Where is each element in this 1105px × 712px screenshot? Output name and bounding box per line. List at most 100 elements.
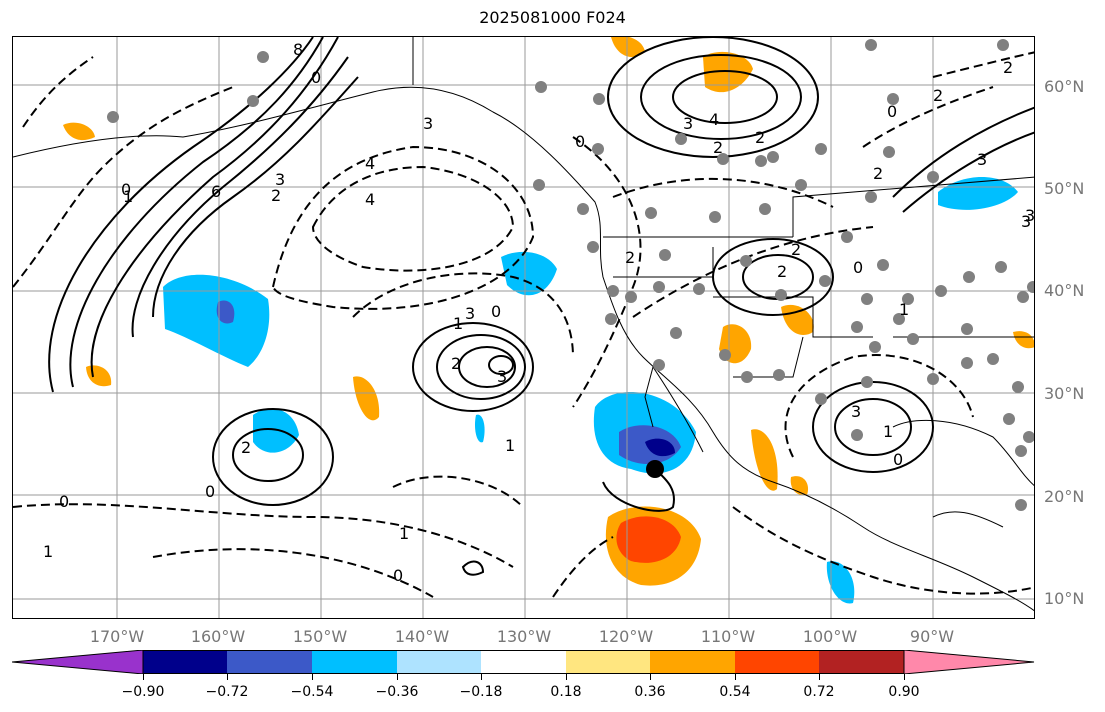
contour-label: 3 bbox=[1021, 212, 1031, 231]
contour-label: 3 bbox=[851, 402, 861, 421]
contour-label: 0 bbox=[205, 482, 215, 501]
contour-label: 2 bbox=[625, 248, 635, 267]
contour-label: 2 bbox=[873, 164, 883, 183]
contour-label: 1 bbox=[899, 300, 909, 319]
lon-label-140w: 140°W bbox=[394, 627, 450, 646]
colorbar-segment bbox=[12, 650, 144, 674]
contour-label: 0 bbox=[311, 68, 321, 87]
contour-label: 3 bbox=[1025, 206, 1035, 225]
colorbar-segment bbox=[312, 650, 397, 674]
station-points bbox=[107, 39, 1034, 511]
contour-label: 1 bbox=[453, 314, 463, 333]
contour-label: 2 bbox=[791, 240, 801, 259]
colorbar-tick-mark bbox=[566, 674, 567, 680]
colorbar-tick-label: 0.18 bbox=[550, 684, 582, 700]
colorbar-segment bbox=[735, 650, 819, 674]
contour-label: 8 bbox=[293, 40, 303, 59]
lon-label-160w: 160°W bbox=[190, 627, 246, 646]
contour-label: 3 bbox=[977, 150, 987, 169]
colorbar-tick-label: 0.90 bbox=[888, 684, 920, 700]
contour-label: 3 bbox=[423, 114, 433, 133]
colorbar-segment bbox=[481, 650, 566, 674]
contour-label: 0 bbox=[575, 132, 585, 151]
colorbar-tick-mark bbox=[650, 674, 651, 680]
contour-labels: 8 0 3 2 4 6 1 0 3 3 0 4 4 3 2 2 2 3 0 2 … bbox=[43, 40, 1035, 585]
contour-label: 2 bbox=[713, 138, 723, 157]
colorbar-tick-label: 0.36 bbox=[634, 684, 666, 700]
colorbar-tick-mark bbox=[312, 674, 313, 680]
colorbar-segment bbox=[650, 650, 735, 674]
contour-label: 3 bbox=[465, 304, 475, 323]
contour-label: 4 bbox=[365, 154, 375, 173]
contour-label: 1 bbox=[883, 422, 893, 441]
lon-label-100w: 100°W bbox=[802, 627, 858, 646]
colorbar-segment bbox=[903, 650, 1035, 674]
colorbar-tick-label: 0.72 bbox=[803, 684, 835, 700]
lat-label-50n: 50°N bbox=[1044, 179, 1085, 198]
contour-label: 0 bbox=[59, 492, 69, 511]
colorbar-segment bbox=[227, 650, 312, 674]
colorbar-tick-label: −0.72 bbox=[205, 684, 249, 700]
colorbar-tick-mark bbox=[735, 674, 736, 680]
contour-label: 1 bbox=[43, 542, 53, 561]
lat-label-30n: 30°N bbox=[1044, 384, 1085, 403]
lon-label-170w: 170°W bbox=[89, 627, 145, 646]
contour-label: 4 bbox=[365, 190, 375, 209]
contour-label: 2 bbox=[451, 354, 461, 373]
shaded-anomalies bbox=[63, 37, 1034, 604]
colorbar-tick-label: −0.90 bbox=[121, 684, 165, 700]
contour-label: 2 bbox=[1003, 58, 1013, 77]
dashed-contours bbox=[13, 51, 1034, 598]
contour-label: 6 bbox=[211, 182, 221, 201]
colorbar-tick-mark bbox=[143, 674, 144, 680]
contour-label: 2 bbox=[271, 186, 281, 205]
lat-label-10n: 10°N bbox=[1044, 589, 1085, 608]
contour-label: 1 bbox=[123, 187, 133, 206]
colorbar-segment bbox=[819, 650, 904, 674]
colorbar-tick-mark bbox=[227, 674, 228, 680]
contour-label: 3 bbox=[275, 170, 285, 189]
contour-label: 0 bbox=[853, 258, 863, 277]
colorbar-tick-label: −0.18 bbox=[459, 684, 503, 700]
lat-label-60n: 60°N bbox=[1044, 77, 1085, 96]
map-canvas: 8 0 3 2 4 6 1 0 3 3 0 4 4 3 2 2 2 3 0 2 … bbox=[13, 37, 1035, 618]
lat-label-40n: 40°N bbox=[1044, 281, 1085, 300]
contour-label: 0 bbox=[887, 102, 897, 121]
coastlines bbox=[13, 37, 1034, 612]
colorbar-tick-label: −0.54 bbox=[290, 684, 334, 700]
storm-marker bbox=[646, 460, 664, 478]
colorbar-tick-mark bbox=[819, 674, 820, 680]
map-title: 2025081000 F024 bbox=[479, 8, 626, 27]
contour-label: 1 bbox=[505, 436, 515, 455]
contour-label: 3 bbox=[683, 114, 693, 133]
contour-label: 0 bbox=[121, 180, 131, 199]
contour-label: 2 bbox=[933, 86, 943, 105]
solid-contours bbox=[48, 37, 1034, 576]
colorbar-tick-mark bbox=[904, 674, 905, 680]
lon-label-120w: 120°W bbox=[598, 627, 654, 646]
gridlines bbox=[13, 37, 1034, 618]
colorbar-tick-label: 0.54 bbox=[719, 684, 751, 700]
colorbar-tick-mark bbox=[397, 674, 398, 680]
contour-label: 1 bbox=[399, 524, 409, 543]
contour-label: 2 bbox=[755, 128, 765, 147]
lon-label-110w: 110°W bbox=[700, 627, 756, 646]
contour-label: 0 bbox=[491, 302, 501, 321]
lon-label-90w: 90°W bbox=[909, 627, 955, 646]
colorbar-tick-mark bbox=[481, 674, 482, 680]
lon-label-130w: 130°W bbox=[496, 627, 552, 646]
contour-label: 4 bbox=[709, 110, 719, 129]
contour-label: 3 bbox=[497, 367, 507, 386]
contour-label: 0 bbox=[393, 566, 403, 585]
colorbar-segment bbox=[566, 650, 650, 674]
contour-label: 2 bbox=[777, 262, 787, 281]
colorbar-tick-label: −0.36 bbox=[375, 684, 419, 700]
colorbar bbox=[12, 650, 1035, 674]
map-panel: 8 0 3 2 4 6 1 0 3 3 0 4 4 3 2 2 2 3 0 2 … bbox=[12, 36, 1035, 619]
contour-label: 2 bbox=[241, 438, 251, 457]
lon-label-150w: 150°W bbox=[292, 627, 348, 646]
colorbar-segment bbox=[143, 650, 227, 674]
contour-label: 0 bbox=[893, 450, 903, 469]
lat-label-20n: 20°N bbox=[1044, 487, 1085, 506]
colorbar-segment bbox=[397, 650, 481, 674]
